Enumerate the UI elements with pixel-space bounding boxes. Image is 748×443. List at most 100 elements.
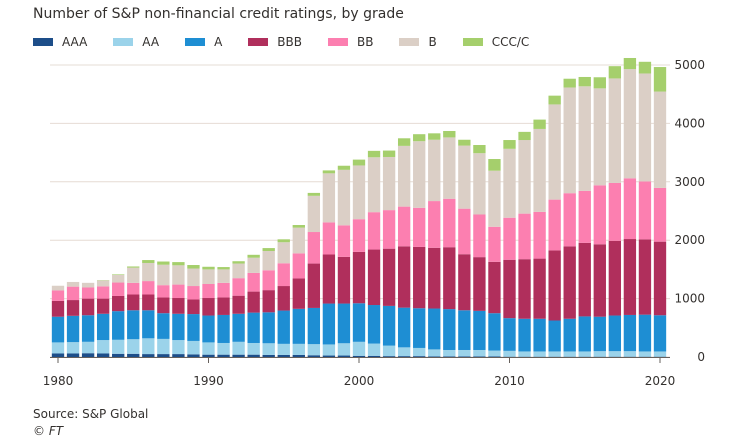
bar-segment-a bbox=[172, 313, 185, 341]
bar-segment-aa bbox=[563, 351, 576, 357]
legend-swatch bbox=[462, 38, 483, 46]
bar-segment-ccc-c bbox=[187, 265, 200, 269]
bar-segment-bb bbox=[51, 290, 65, 301]
bar-segment-bb bbox=[352, 219, 366, 252]
legend-item-aaa: AAA bbox=[33, 35, 87, 49]
bar-segment-bbb bbox=[533, 258, 546, 319]
legend-label: CCC/C bbox=[491, 35, 530, 49]
bar-segment-ccc-c bbox=[428, 133, 441, 140]
bar-segment-bbb bbox=[232, 295, 245, 314]
bar-segment-aaa bbox=[397, 356, 411, 357]
bar-segment-bb bbox=[382, 210, 396, 249]
bar-segment-b bbox=[428, 139, 441, 202]
bar-segment-b bbox=[382, 156, 396, 211]
bar-segment-a bbox=[653, 315, 667, 352]
legend-item-b: B bbox=[399, 35, 437, 49]
bar-segment-a bbox=[232, 313, 245, 342]
bar-segment-ccc-c bbox=[262, 248, 275, 251]
bar-segment-a bbox=[473, 310, 486, 350]
bar-segment-ccc-c bbox=[458, 139, 471, 146]
bar-segment-bbb bbox=[548, 250, 561, 321]
bar-segment-b bbox=[202, 269, 215, 284]
x-tick-label: 1990 bbox=[193, 374, 224, 388]
bar-segment-aaa bbox=[202, 354, 215, 357]
bar-segment-bb bbox=[142, 281, 155, 295]
bar-segment-bbb bbox=[157, 297, 170, 314]
bar-segment-ccc-c bbox=[277, 239, 290, 243]
x-tick-label: 2000 bbox=[344, 374, 375, 388]
bar-segment-bbb bbox=[488, 261, 501, 314]
bar-segment-ccc-c bbox=[548, 95, 561, 105]
bar-segment-aa bbox=[458, 349, 471, 357]
y-tick-label: 3000 bbox=[674, 175, 705, 189]
bar-segment-a bbox=[623, 314, 637, 352]
bar-segment-aaa bbox=[307, 355, 321, 357]
bar-segment-ccc-c bbox=[352, 159, 366, 166]
bar-segment-bbb bbox=[578, 242, 591, 317]
bar-segment-bb bbox=[367, 212, 381, 250]
legend-swatch bbox=[113, 38, 134, 46]
bar-segment-a bbox=[533, 318, 546, 352]
legend-swatch bbox=[248, 38, 269, 46]
bar-segment-a bbox=[352, 303, 366, 342]
legend-item-a: A bbox=[185, 35, 222, 49]
bar-segment-aaa bbox=[262, 354, 275, 357]
bar-segment-bbb bbox=[458, 254, 471, 311]
bar-segment-ccc-c bbox=[172, 262, 185, 266]
bar-segment-bb bbox=[322, 222, 336, 255]
bar-segment-aa bbox=[653, 351, 667, 357]
bar-segment-b bbox=[187, 268, 200, 287]
bar-segment-ccc-c bbox=[518, 131, 531, 141]
source-note: Source: S&P Global bbox=[33, 407, 149, 421]
bar-segment-aa bbox=[533, 351, 546, 357]
bar-segment-aaa bbox=[458, 356, 471, 357]
bar-segment-aa bbox=[157, 338, 170, 355]
bar-segment-a bbox=[518, 318, 531, 352]
chart-title: Number of S&P non-financial credit ratin… bbox=[33, 6, 404, 22]
bar-segment-bb bbox=[202, 284, 215, 299]
bar-segment-aaa bbox=[337, 355, 351, 357]
bar-segment-aa bbox=[608, 351, 622, 357]
bar-segment-b bbox=[262, 251, 275, 271]
bar-segment-bb bbox=[533, 211, 546, 259]
bar-segment-a bbox=[367, 305, 381, 344]
bar-segment-bbb bbox=[217, 297, 230, 315]
bar-segment-bb bbox=[503, 217, 516, 260]
bar-segment-a bbox=[608, 315, 622, 352]
bar-segment-aaa bbox=[81, 353, 95, 357]
bar-segment-bb bbox=[127, 282, 140, 295]
bar-segment-aa bbox=[443, 349, 456, 357]
y-tick-label: 4000 bbox=[674, 116, 705, 130]
bar-segment-ccc-c bbox=[578, 76, 591, 87]
bar-segment-bbb bbox=[428, 247, 441, 309]
bar-segment-bb bbox=[81, 287, 95, 299]
bar-segment-b bbox=[112, 274, 125, 283]
bar-segment-bb bbox=[112, 282, 125, 296]
bar-segment-ccc-c bbox=[367, 150, 381, 158]
chart-legend: AAA AA A BBB BB B CCC/C bbox=[33, 35, 555, 49]
y-tick-label: 1000 bbox=[674, 292, 705, 306]
bar-segment-b bbox=[66, 281, 80, 287]
bar-segment-aaa bbox=[232, 354, 245, 357]
copyright-note: © FT bbox=[33, 424, 64, 438]
bar-segment-a bbox=[66, 315, 80, 343]
bar-segment-bb bbox=[187, 286, 200, 300]
legend-label: B bbox=[428, 35, 437, 49]
bar-segment-aaa bbox=[322, 355, 336, 357]
bar-segment-bbb bbox=[653, 241, 667, 316]
bar-segment-bbb bbox=[518, 259, 531, 319]
bar-segment-bb bbox=[262, 270, 275, 291]
bar-segment-bb bbox=[96, 286, 110, 299]
bar-segment-bb bbox=[443, 198, 456, 248]
bar-segment-bbb bbox=[322, 254, 336, 304]
bar-segment-a bbox=[638, 314, 652, 352]
bar-segment-aa bbox=[428, 349, 441, 357]
bar-segment-aa bbox=[247, 342, 260, 355]
stacked-bar-chart: 0 1000 2000 3000 4000 5000 1980 1990 2000 2010 202… bbox=[43, 57, 705, 388]
bar-segment-bb bbox=[488, 226, 501, 262]
bar-segment-a bbox=[307, 307, 321, 345]
bar-segment-a bbox=[593, 316, 606, 352]
bar-segment-bbb bbox=[367, 249, 381, 306]
bar-segment-b bbox=[548, 104, 561, 200]
bar-segment-bb bbox=[623, 178, 637, 240]
